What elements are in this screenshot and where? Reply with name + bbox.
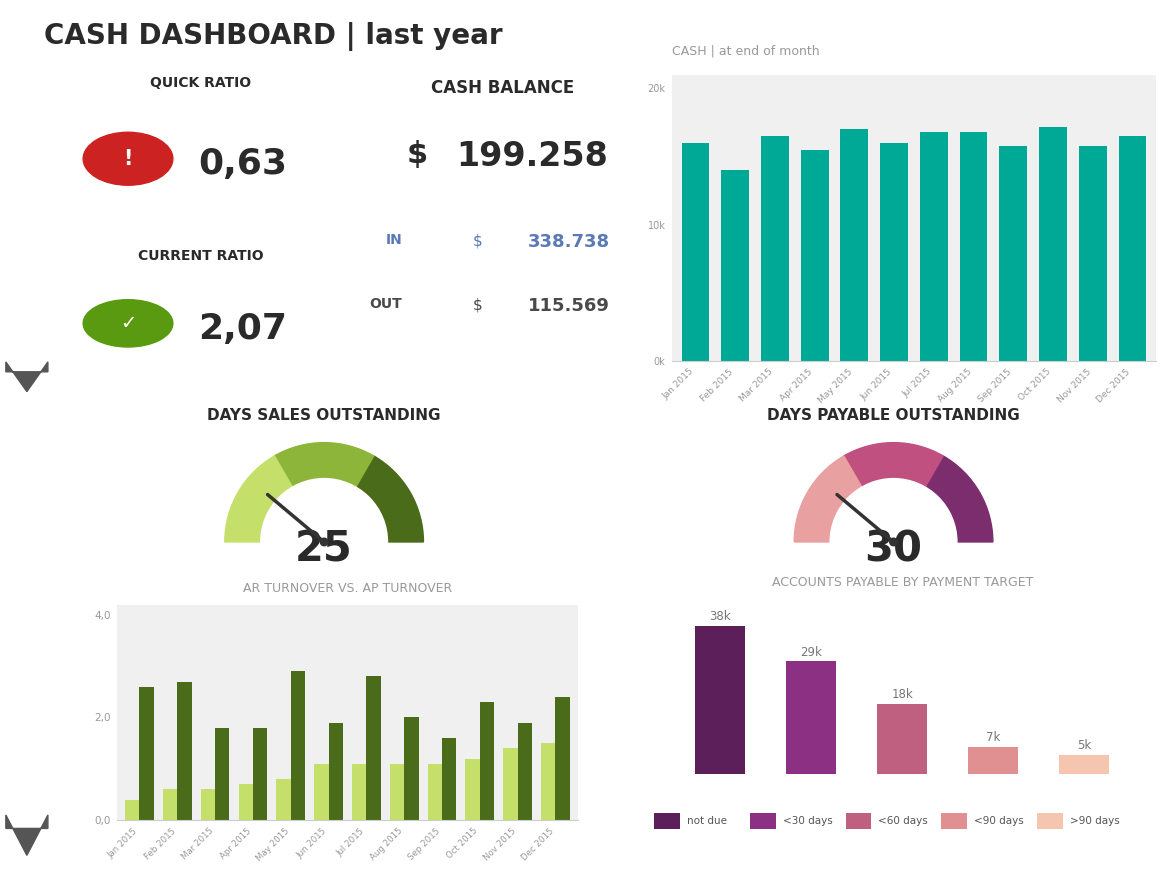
Circle shape <box>260 479 388 605</box>
Bar <box>877 704 927 774</box>
Bar <box>960 132 987 361</box>
Text: 5k: 5k <box>1077 739 1091 752</box>
Text: QUICK RATIO: QUICK RATIO <box>151 76 251 90</box>
Text: 199.258: 199.258 <box>457 140 609 172</box>
Bar <box>762 136 788 361</box>
Bar <box>556 697 570 820</box>
Circle shape <box>830 479 957 605</box>
Bar <box>404 717 418 820</box>
Text: ACCOUNTS PAYABLE BY PAYMENT TARGET: ACCOUNTS PAYABLE BY PAYMENT TARGET <box>772 576 1033 589</box>
Text: CASH | at end of month: CASH | at end of month <box>672 45 819 57</box>
Text: <30 days: <30 days <box>783 816 833 826</box>
Text: 38k: 38k <box>709 611 731 623</box>
Bar <box>968 747 1018 774</box>
Bar <box>1079 145 1106 361</box>
Bar <box>291 671 305 820</box>
Text: <90 days: <90 days <box>974 816 1024 826</box>
Wedge shape <box>843 443 944 487</box>
Text: 18k: 18k <box>891 688 913 701</box>
Bar <box>801 150 828 361</box>
Wedge shape <box>356 456 424 542</box>
Bar <box>480 702 494 820</box>
Wedge shape <box>925 456 993 542</box>
Text: 7k: 7k <box>986 731 1001 744</box>
Text: 25: 25 <box>296 529 353 570</box>
Bar <box>390 764 404 820</box>
Bar <box>1059 755 1110 774</box>
Bar <box>920 132 947 361</box>
Bar <box>352 764 367 820</box>
Bar <box>164 789 178 820</box>
Bar <box>215 728 229 820</box>
Bar <box>442 738 457 820</box>
Text: $: $ <box>406 140 427 169</box>
Text: >90 days: >90 days <box>1070 816 1120 826</box>
Text: $: $ <box>473 297 482 312</box>
Text: not due: not due <box>687 816 726 826</box>
Text: !: ! <box>124 149 133 169</box>
Wedge shape <box>794 456 862 542</box>
Polygon shape <box>6 362 48 392</box>
Bar <box>786 661 836 774</box>
Bar <box>139 686 154 820</box>
Bar <box>328 722 343 820</box>
Text: ✓: ✓ <box>120 314 137 333</box>
Text: CURRENT RATIO: CURRENT RATIO <box>138 249 264 263</box>
Text: CASH DASHBOARD | last year: CASH DASHBOARD | last year <box>44 22 503 51</box>
Text: DAYS SALES OUTSTANDING: DAYS SALES OUTSTANDING <box>208 407 440 422</box>
Wedge shape <box>274 443 374 487</box>
Wedge shape <box>224 456 292 542</box>
Text: W
O
R
K
I
N
G
 
C
A
P
I
T
A
L: W O R K I N G C A P I T A L <box>21 65 33 254</box>
Circle shape <box>83 300 173 347</box>
Bar <box>841 129 868 361</box>
Bar <box>1119 136 1146 361</box>
Bar <box>722 170 749 361</box>
Bar <box>517 722 531 820</box>
Circle shape <box>890 539 897 546</box>
Bar <box>277 779 291 820</box>
Bar <box>1000 145 1027 361</box>
Bar <box>178 681 192 820</box>
Text: 338.738: 338.738 <box>528 233 610 251</box>
Text: 115.569: 115.569 <box>528 297 610 315</box>
Text: 2,07: 2,07 <box>199 312 287 346</box>
Text: C
A
S
H
 
C
O
N
V
E
R
S
I
O
N: C A S H C O N V E R S I O N <box>22 411 32 600</box>
Text: $: $ <box>473 233 482 248</box>
Text: 30: 30 <box>864 529 923 570</box>
Text: 0,63: 0,63 <box>199 147 287 180</box>
Text: AR TURNOVER VS. AP TURNOVER: AR TURNOVER VS. AP TURNOVER <box>243 582 452 595</box>
Text: OUT: OUT <box>369 297 402 312</box>
Circle shape <box>320 539 328 546</box>
Text: DAYS PAYABLE OUTSTANDING: DAYS PAYABLE OUTSTANDING <box>767 407 1020 422</box>
Text: CASH BALANCE: CASH BALANCE <box>431 79 573 97</box>
Bar <box>466 759 480 820</box>
Bar <box>682 143 709 361</box>
Bar <box>541 743 556 820</box>
Polygon shape <box>6 815 48 855</box>
Bar <box>427 764 442 820</box>
Bar <box>253 728 267 820</box>
Bar <box>125 800 139 820</box>
Bar <box>503 748 517 820</box>
Text: IN: IN <box>385 233 402 247</box>
Bar <box>238 784 253 820</box>
Text: <60 days: <60 days <box>878 816 929 826</box>
Bar <box>881 143 908 361</box>
Bar <box>1040 127 1066 361</box>
Bar <box>201 789 215 820</box>
Circle shape <box>83 132 173 185</box>
Text: 29k: 29k <box>800 646 822 658</box>
Bar <box>367 677 381 820</box>
Bar <box>314 764 328 820</box>
Bar <box>695 627 745 774</box>
